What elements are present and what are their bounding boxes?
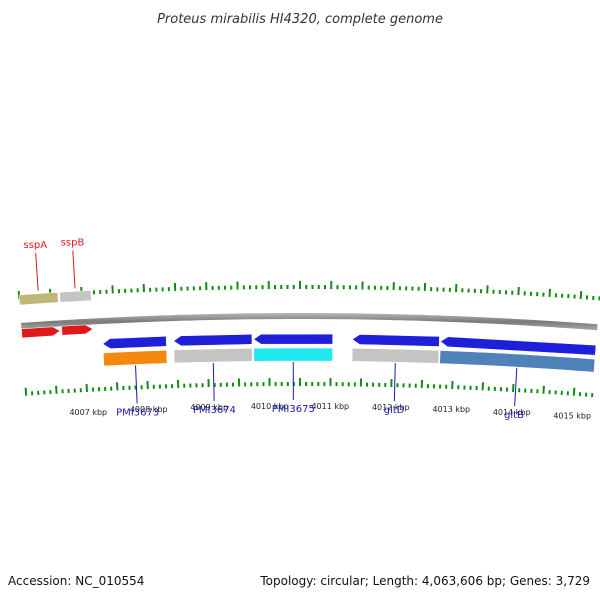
scale-label: 4010 kbp [251,402,289,411]
gene-track [21,324,597,356]
gene-arrow-gltd[interactable] [351,334,440,347]
gene-label-line [35,252,39,291]
inner-tick [55,385,58,394]
accession-text: Accession: NC_010554 [8,574,144,588]
gene-arrow-pmi3674[interactable] [173,334,253,347]
gene-arrow-sspa[interactable] [21,326,61,339]
gene-label-sspa: sspA [23,240,47,251]
gene-label-pmi3675: PMI3675 [272,404,315,415]
gene-label-gltd: gltD [384,405,405,416]
scale-label: 4007 kbp [69,408,107,417]
gene-label-pmi3674: PMI3674 [193,405,236,416]
scale-label: 4009 kbp [190,403,228,412]
scale-label: 4013 kbp [432,405,470,414]
gene-arrow-pmi3675[interactable] [253,333,333,345]
cog-block-sspa [18,292,59,306]
topology-text: Topology: circular; Length: 4,063,606 bp… [259,574,590,588]
gene-label-line [514,368,518,407]
scale-label: 4014 kbp [493,408,531,417]
scale-label: 4011 kbp [311,402,349,411]
outer-tick [579,290,583,300]
gene-label-gltb: gltB [504,410,524,421]
cog-track [18,290,596,373]
inner-tick-marks [24,378,594,398]
cog-block-gltb [439,350,596,373]
gene-arrow-sspb[interactable] [61,324,94,336]
inner-tick [572,387,576,396]
cog-block-pmi3675 [253,347,333,362]
inner-tick [24,387,28,396]
gene-label-line [135,365,138,404]
cog-block-gltd [351,348,440,364]
gene-arrow-gltb[interactable] [440,336,597,356]
gene-label-line [212,362,215,401]
scale-label: 4008 kbp [130,405,168,414]
backbone-ring [21,313,598,331]
cog-block-sspb [59,290,92,303]
cog-block-pmi3673 [103,350,168,367]
scale-label: 4012 kbp [372,403,410,412]
cog-block-pmi3674 [173,348,253,364]
gene-label-line [393,363,396,402]
outer-tick [548,288,552,297]
gene-labels: sspA sspB PMI3673 PMI3674 PMI3675 gltD gltB [23,238,524,422]
gene-arrow-pmi3673[interactable] [102,336,167,349]
inner-tick [542,385,545,394]
scale-labels: 4007 kbp 4008 kbp 4009 kbp 4010 kbp 4011 kbp… [69,402,591,421]
gene-label-sspb: sspB [61,238,85,249]
gene-label-pmi3673: PMI3673 [116,407,159,418]
scale-label: 4015 kbp [553,412,591,421]
gene-label-line [72,250,76,289]
map-title: Proteus mirabilis HI4320, complete genom… [157,12,443,27]
outer-tick-marks [17,281,600,301]
backbone-arc [21,313,598,331]
